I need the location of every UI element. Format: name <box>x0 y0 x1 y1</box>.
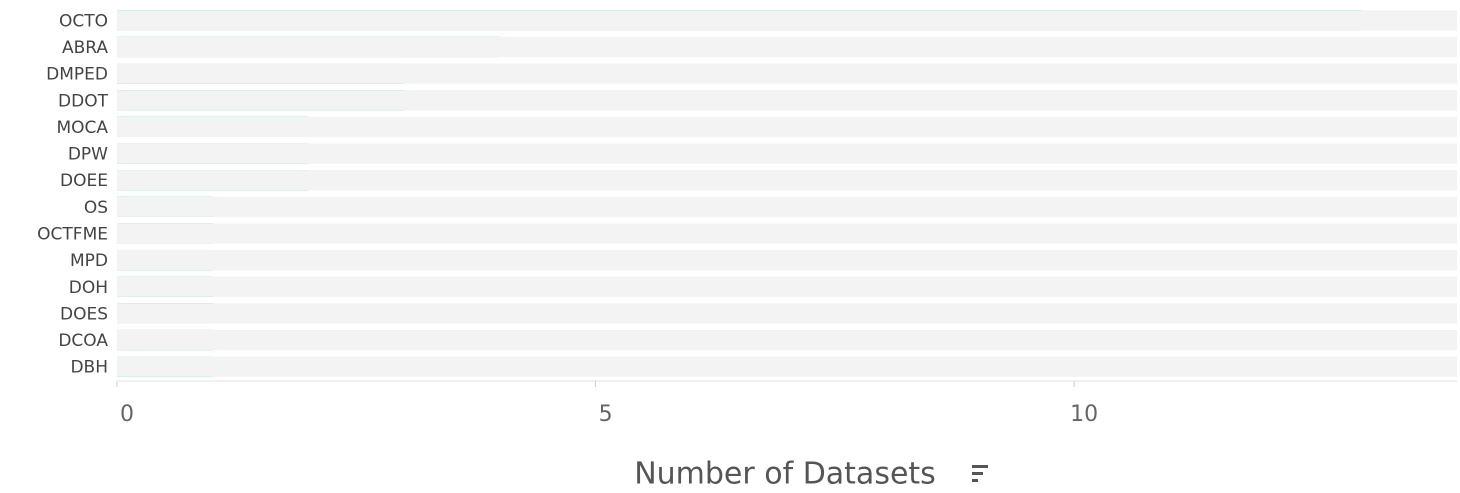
category-label: ABRA <box>62 38 108 58</box>
category-label: DBH <box>70 358 108 378</box>
sort-icon-bar <box>972 479 978 482</box>
row-stripe <box>117 196 1457 217</box>
row-stripe <box>117 249 1457 271</box>
row-stripe <box>117 10 1457 31</box>
row-stripe <box>117 303 1457 324</box>
x-axis-title: Number of Datasets <box>634 457 936 492</box>
row-stripe <box>117 356 1457 377</box>
category-label: DOEE <box>60 171 108 191</box>
row-stripe <box>117 116 1457 138</box>
category-label: DDOT <box>58 91 109 111</box>
sort-icon-bar <box>972 472 983 475</box>
row-stripe <box>117 90 1457 111</box>
row-stripe <box>117 276 1457 297</box>
category-label: DMPED <box>46 65 108 85</box>
row-stripe <box>117 223 1457 244</box>
row-stripe <box>117 63 1457 84</box>
category-label: OCTO <box>59 11 108 31</box>
x-tick-label: 10 <box>1070 402 1098 427</box>
row-stripe <box>117 143 1457 164</box>
row-stripe <box>117 329 1457 351</box>
row-stripe <box>117 170 1457 191</box>
category-label: DOH <box>69 278 108 298</box>
sort-icon[interactable] <box>972 465 988 482</box>
x-tick-label: 0 <box>120 402 134 427</box>
category-label: OS <box>84 198 108 218</box>
sort-icon-bar <box>972 465 988 468</box>
category-label: DCOA <box>58 331 108 351</box>
x-tick-label: 5 <box>599 402 613 427</box>
category-label: OCTFME <box>37 224 108 244</box>
category-label: MPD <box>70 251 108 271</box>
category-label: DPW <box>68 145 108 165</box>
category-label: DOES <box>60 304 108 324</box>
category-label: MOCA <box>56 118 108 138</box>
row-stripe <box>117 36 1457 58</box>
